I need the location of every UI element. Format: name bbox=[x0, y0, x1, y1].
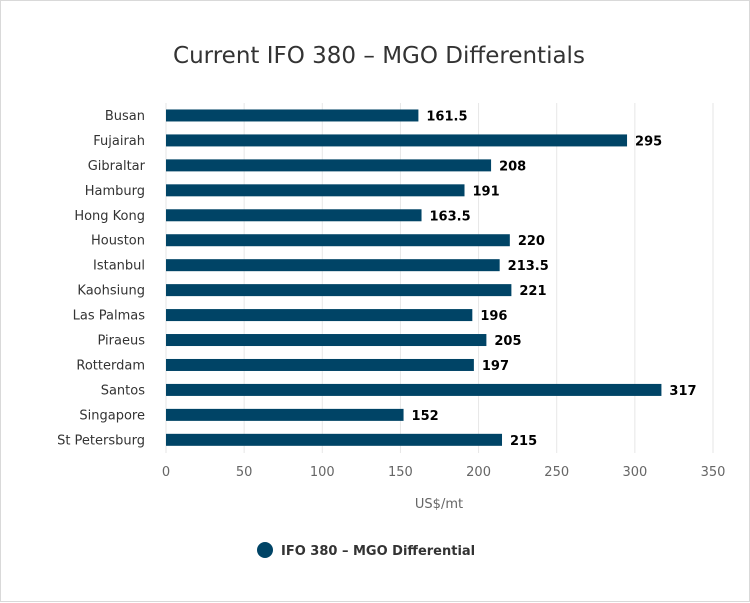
data-label: 208 bbox=[499, 159, 526, 174]
bar[interactable] bbox=[166, 109, 419, 122]
bar[interactable] bbox=[166, 334, 487, 347]
x-tick-label: 250 bbox=[544, 465, 569, 480]
category-label: Gibraltar bbox=[88, 159, 146, 174]
bar[interactable] bbox=[166, 209, 422, 222]
legend[interactable]: IFO 380 – MGO Differential bbox=[257, 542, 475, 559]
category-label: Houston bbox=[91, 234, 145, 249]
bar[interactable] bbox=[166, 408, 404, 421]
x-tick-label: 0 bbox=[162, 465, 170, 480]
data-label: 191 bbox=[473, 184, 500, 199]
data-label: 196 bbox=[480, 309, 507, 324]
category-label: Las Palmas bbox=[73, 309, 146, 324]
category-label: Singapore bbox=[79, 408, 145, 423]
grid-lines bbox=[165, 103, 714, 453]
data-label: 215 bbox=[510, 434, 537, 449]
data-label: 163.5 bbox=[430, 209, 471, 224]
x-axis-title: US$/mt bbox=[415, 497, 463, 512]
bar[interactable] bbox=[166, 184, 465, 197]
category-label: Rotterdam bbox=[76, 358, 145, 373]
x-tick-label: 50 bbox=[236, 465, 253, 480]
category-label: Santos bbox=[101, 383, 146, 398]
chart-title: Current IFO 380 – MGO Differentials bbox=[173, 43, 585, 69]
data-label: 213.5 bbox=[508, 259, 549, 274]
data-label: 295 bbox=[635, 134, 662, 149]
legend-label: IFO 380 – MGO Differential bbox=[281, 544, 475, 559]
bar[interactable] bbox=[166, 433, 503, 446]
category-label: Hamburg bbox=[85, 184, 145, 199]
x-tick-label: 300 bbox=[622, 465, 647, 480]
x-tick-label: 200 bbox=[466, 465, 491, 480]
data-label: 197 bbox=[482, 359, 509, 374]
x-tick-label: 150 bbox=[388, 465, 413, 480]
bars bbox=[166, 109, 662, 446]
data-label: 152 bbox=[412, 409, 439, 424]
bar[interactable] bbox=[166, 159, 492, 172]
bar[interactable] bbox=[166, 259, 500, 272]
bar[interactable] bbox=[166, 234, 510, 247]
data-label: 161.5 bbox=[426, 109, 467, 124]
category-label: St Petersburg bbox=[57, 433, 145, 448]
data-label: 220 bbox=[518, 234, 545, 249]
category-label: Kaohsiung bbox=[77, 284, 145, 299]
data-label: 205 bbox=[494, 334, 521, 349]
x-tick-label: 100 bbox=[310, 465, 335, 480]
data-label: 317 bbox=[669, 384, 696, 399]
category-label: Hong Kong bbox=[74, 209, 145, 224]
legend-marker bbox=[257, 542, 273, 558]
data-label: 221 bbox=[519, 284, 546, 299]
bar[interactable] bbox=[166, 383, 662, 396]
bar[interactable] bbox=[166, 284, 512, 297]
category-label: Istanbul bbox=[93, 259, 145, 274]
category-label: Fujairah bbox=[93, 134, 145, 149]
category-label: Busan bbox=[105, 109, 145, 124]
category-label: Piraeus bbox=[98, 334, 146, 349]
bar[interactable] bbox=[166, 358, 474, 371]
x-tick-label: 350 bbox=[701, 465, 726, 480]
bar[interactable] bbox=[166, 134, 628, 147]
x-tick-labels: 0 50 100 150 200 250 300 350 bbox=[162, 465, 726, 480]
category-labels: Busan Fujairah Gibraltar Hamburg Hong Kong Ho… bbox=[57, 109, 146, 448]
bar[interactable] bbox=[166, 309, 473, 322]
